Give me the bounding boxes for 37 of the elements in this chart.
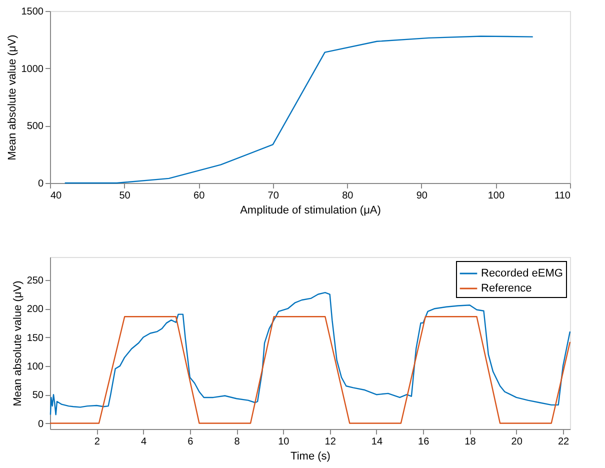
x-tick-label: 2 bbox=[94, 436, 100, 448]
y-axis-title: Mean absolute value (μV) bbox=[12, 280, 24, 406]
x-tick-label: 10 bbox=[278, 436, 290, 448]
x-axis-title: Amplitude of stimulation (μA) bbox=[240, 204, 381, 216]
y-tick-label: 1000 bbox=[21, 64, 44, 75]
x-tick-label: 110 bbox=[554, 190, 571, 202]
x-tick-label: 70 bbox=[268, 190, 280, 202]
y-tick-label: 150 bbox=[26, 332, 44, 344]
x-tick-label: 16 bbox=[418, 436, 430, 448]
y-tick-label: 200 bbox=[26, 304, 44, 316]
y-tick-label: 100 bbox=[26, 361, 44, 372]
x-tick-label: 22 bbox=[558, 436, 570, 448]
y-tick-label: 500 bbox=[26, 121, 44, 132]
line-series bbox=[50, 292, 571, 416]
legend-label: Recorded eEMG bbox=[481, 268, 563, 280]
legend-label: Reference bbox=[481, 282, 532, 294]
x-tick-label: 14 bbox=[371, 436, 383, 448]
x-tick-label: 12 bbox=[324, 436, 336, 448]
y-tick-label: 1500 bbox=[21, 6, 44, 18]
x-tick-label: 100 bbox=[488, 190, 505, 202]
x-tick-label: 4 bbox=[140, 436, 147, 448]
y-axis-title: Mean absolute value (μV) bbox=[6, 34, 18, 160]
y-tick-label: 0 bbox=[38, 418, 44, 430]
x-tick-label: 90 bbox=[416, 190, 428, 202]
y-tick-label: 0 bbox=[38, 178, 44, 190]
line-series bbox=[64, 36, 534, 184]
x-tick-label: 8 bbox=[234, 436, 240, 448]
x-tick-label: 50 bbox=[119, 190, 131, 202]
y-tick-label: 250 bbox=[26, 275, 44, 286]
x-tick-label: 6 bbox=[188, 436, 194, 448]
x-tick-label: 60 bbox=[194, 190, 206, 202]
x-tick-label: 40 bbox=[50, 190, 62, 202]
x-tick-label: 20 bbox=[511, 436, 523, 448]
y-tick-label: 50 bbox=[32, 390, 44, 402]
x-axis-title: Time (s) bbox=[290, 450, 330, 462]
x-tick-label: 18 bbox=[464, 436, 476, 448]
x-tick-label: 80 bbox=[342, 190, 354, 202]
